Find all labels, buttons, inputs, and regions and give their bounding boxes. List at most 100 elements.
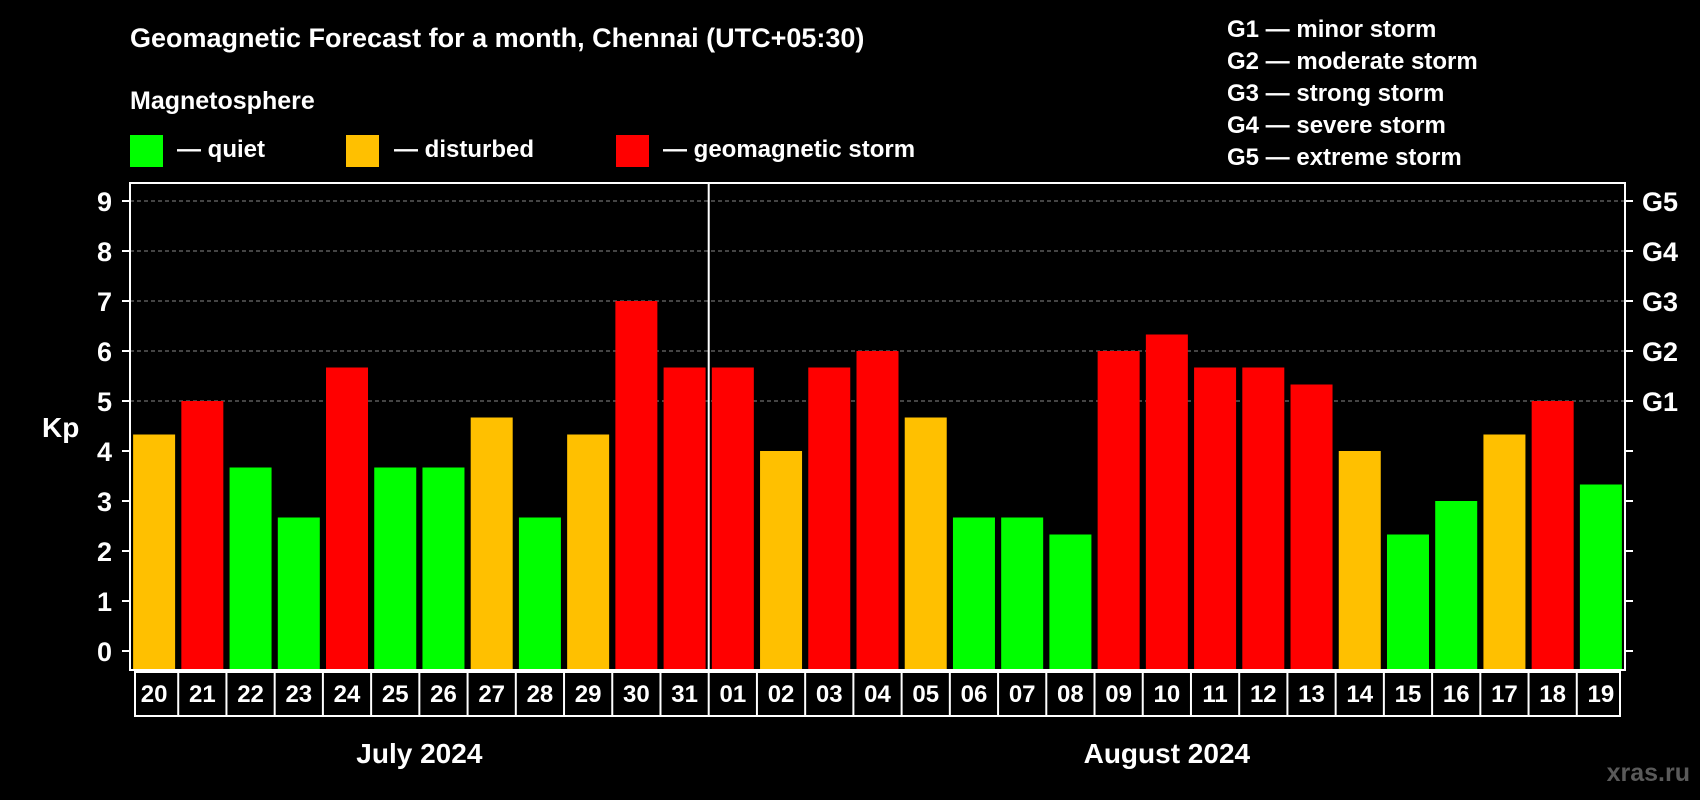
y-tick-label: 0 (97, 637, 112, 667)
x-tick-label-14: 14 (1346, 681, 1373, 708)
y-tick-label: 7 (97, 287, 112, 317)
bar-20 (133, 434, 176, 670)
bar-24 (326, 367, 369, 670)
legend-label-disturbed: — disturbed (394, 136, 534, 163)
x-tick-label-04: 04 (864, 681, 891, 708)
storm-level-g4: G4 — severe storm (1227, 112, 1446, 139)
x-tick-label-18: 18 (1539, 681, 1566, 708)
x-tick-label-11: 11 (1202, 681, 1227, 708)
x-axis-labels: 20 21 22 23 24 25 26 27 28 29 30 31 01 02 03 04 05 06 07 08… (134, 671, 1621, 769)
x-tick-label-28: 28 (527, 681, 554, 708)
y-tick-label: 2 (97, 537, 112, 567)
month-label-0: July 2024 (356, 738, 483, 769)
bar-19 (1579, 484, 1622, 670)
bar-15 (1386, 534, 1429, 670)
right-axis-label-g3: G3 (1642, 287, 1678, 317)
storm-level-g1: G1 — minor storm (1227, 16, 1436, 43)
y-tick-label: 6 (97, 337, 112, 367)
bar-18 (1531, 401, 1574, 670)
y-tick-label: 1 (97, 587, 112, 617)
legend-label-quiet: — quiet (177, 136, 265, 163)
x-tick-label-30: 30 (623, 681, 650, 708)
x-tick-label-22: 22 (237, 681, 264, 708)
y-tick-label: 3 (97, 487, 112, 517)
bar-27 (470, 417, 513, 670)
x-tick-label-02: 02 (768, 681, 795, 708)
axes: 0 1 2 3 4 5 6 7 8 9 G1 G2 G3 G4 G5 (97, 182, 1678, 671)
y-tick-label: 5 (97, 387, 112, 417)
x-tick-label-29: 29 (575, 681, 602, 708)
bar-09 (1097, 351, 1140, 670)
legend-swatch-disturbed (346, 135, 379, 167)
storm-level-g2: G2 — moderate storm (1227, 48, 1478, 75)
legend-label-storm: — geomagnetic storm (663, 136, 915, 163)
x-tick-label-09: 09 (1105, 681, 1132, 708)
storm-level-legend: G1 — minor storm G2 — moderate storm G3 … (1227, 16, 1478, 171)
right-axis-label-g2: G2 (1642, 337, 1678, 367)
magnetosphere-label: Magnetosphere (130, 87, 315, 115)
bar-02 (760, 451, 803, 670)
bar-03 (808, 367, 851, 670)
bar-28 (518, 517, 561, 670)
x-tick-label-19: 19 (1588, 681, 1615, 708)
bar-30 (615, 301, 658, 670)
x-tick-label-13: 13 (1298, 681, 1325, 708)
x-tick-label-05: 05 (912, 681, 939, 708)
color-legend: — quiet — disturbed — geomagnetic storm (130, 135, 915, 167)
x-tick-label-06: 06 (961, 681, 988, 708)
bar-01 (711, 367, 754, 670)
y-axis-label: Kp (42, 412, 79, 443)
x-tick-label-23: 23 (285, 681, 312, 708)
bar-29 (567, 434, 610, 670)
legend-swatch-storm (616, 135, 649, 167)
bar-12 (1242, 367, 1285, 670)
y-tick-label: 9 (97, 187, 112, 217)
x-tick-label-16: 16 (1443, 681, 1470, 708)
x-tick-label-10: 10 (1154, 681, 1181, 708)
x-tick-label-12: 12 (1250, 681, 1277, 708)
bar-21 (181, 401, 224, 670)
x-tick-label-01: 01 (719, 681, 746, 708)
chart-title: Geomagnetic Forecast for a month, Chenna… (130, 23, 864, 53)
x-tick-label-26: 26 (430, 681, 457, 708)
x-tick-label-25: 25 (382, 681, 409, 708)
bar-16 (1435, 501, 1478, 670)
bar-06 (952, 517, 995, 670)
storm-level-g3: G3 — strong storm (1227, 80, 1444, 107)
watermark: xras.ru (1607, 759, 1690, 787)
bar-31 (663, 367, 706, 670)
bar-11 (1194, 367, 1237, 670)
x-tick-label-15: 15 (1395, 681, 1422, 708)
bar-17 (1483, 434, 1526, 670)
legend-swatch-quiet (130, 135, 163, 167)
bar-07 (1001, 517, 1044, 670)
bars (133, 301, 1622, 670)
x-tick-label-20: 20 (141, 681, 168, 708)
x-tick-label-07: 07 (1009, 681, 1036, 708)
x-tick-label-27: 27 (478, 681, 505, 708)
plot-frame (129, 182, 1626, 671)
x-tick-label-17: 17 (1491, 681, 1518, 708)
right-axis-label-g4: G4 (1642, 237, 1678, 267)
right-axis-label-g5: G5 (1642, 187, 1678, 217)
bar-04 (856, 351, 899, 670)
bar-10 (1145, 334, 1188, 670)
bar-13 (1290, 384, 1333, 670)
bar-14 (1338, 451, 1381, 670)
right-axis-label-g1: G1 (1642, 387, 1678, 417)
storm-level-g5: G5 — extreme storm (1227, 144, 1462, 171)
bar-08 (1049, 534, 1092, 670)
bar-23 (277, 517, 320, 670)
x-label-box (134, 671, 1621, 717)
y-tick-label: 8 (97, 237, 112, 267)
y-tick-label: 4 (97, 437, 112, 467)
bar-26 (422, 467, 465, 670)
bar-05 (904, 417, 947, 670)
x-tick-label-31: 31 (671, 681, 698, 708)
x-tick-label-03: 03 (816, 681, 843, 708)
x-tick-label-21: 21 (189, 681, 216, 708)
bar-25 (374, 467, 417, 670)
month-label-1: August 2024 (1084, 738, 1251, 769)
x-tick-label-08: 08 (1057, 681, 1084, 708)
